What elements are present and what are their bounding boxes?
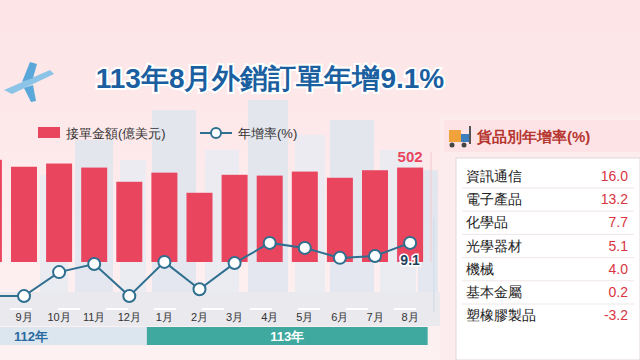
legend-swatch (38, 127, 60, 138)
table-title: 貨品別年增率(%) (476, 128, 590, 146)
x-tick-label: 4月 (261, 311, 278, 323)
table-cell: 資訊通信 (466, 168, 522, 184)
background (0, 0, 640, 360)
line-marker (123, 290, 135, 302)
row-separator (462, 211, 634, 212)
bar (0, 160, 2, 262)
row-separator (462, 188, 634, 189)
road-stripe (106, 308, 128, 310)
period-label: 112年 (14, 329, 48, 344)
line-marker (369, 250, 381, 262)
line-marker (18, 290, 30, 302)
table-cell: 4.0 (609, 261, 629, 277)
x-tick-label: 12月 (118, 311, 141, 323)
road-stripe (298, 308, 320, 310)
table-box (456, 158, 640, 360)
y2-axis-line (434, 217, 435, 312)
legend-label: 接單金額(億美元) (66, 126, 166, 141)
bars (0, 160, 423, 262)
x-tick-label: 10月 (47, 311, 70, 323)
icon (450, 143, 455, 148)
road (0, 292, 440, 326)
line-marker (299, 242, 311, 254)
x-tick-label: 6月 (331, 311, 348, 323)
bar (81, 168, 107, 262)
x-tick-label: 3月 (226, 311, 243, 323)
icon (449, 130, 461, 142)
table-cell: 基本金屬 (466, 284, 522, 300)
table-cell: -3.2 (604, 307, 628, 323)
icon (461, 134, 469, 142)
row-separator (462, 257, 634, 258)
bar (397, 168, 423, 262)
airplane-wing (22, 62, 37, 82)
table-cell: 電子產品 (466, 191, 522, 207)
bar (151, 173, 177, 262)
line-marker (334, 252, 346, 264)
road-stripe (10, 308, 32, 310)
panel (440, 116, 640, 360)
period-band (147, 327, 428, 345)
road-stripe (154, 308, 176, 310)
title: 113年8月外銷訂單年增9.1% (96, 63, 445, 94)
data-label: 9.1 (400, 252, 420, 268)
table-cell: 13.2 (601, 191, 628, 207)
x-tick-label: 9月 (15, 311, 32, 323)
panel-header (444, 120, 640, 152)
period-band (0, 327, 147, 345)
road-stripe (346, 308, 368, 310)
bar (292, 172, 318, 262)
line-marker (53, 266, 65, 278)
bar (187, 193, 213, 262)
line-series (0, 237, 416, 302)
icon (462, 143, 467, 148)
bar (116, 182, 142, 262)
data-label: 502 (398, 148, 423, 165)
line (0, 243, 410, 296)
table-cell: 5.1 (609, 238, 629, 254)
table-cell: 7.7 (609, 214, 629, 230)
table-cell: 化學品 (466, 214, 508, 230)
x-tick-label: 11月 (83, 311, 105, 323)
row-separator (462, 280, 634, 281)
airplane-wing (24, 85, 36, 102)
line-marker (158, 256, 170, 268)
bar (327, 178, 353, 262)
road-stripe (394, 308, 416, 310)
line-marker (264, 237, 276, 249)
row-separator (462, 304, 634, 305)
bar (362, 170, 388, 262)
x-tick-label: 5月 (296, 311, 313, 323)
icon (469, 126, 471, 144)
road-stripe (58, 308, 80, 310)
line-marker (88, 258, 100, 270)
bar (11, 167, 37, 262)
chart: 113年8月外銷訂單年增9.1% 接單金額(億美元) 年增率(%) 112年 113年 9… (0, 0, 640, 360)
legend-label: 年增率(%) (238, 126, 297, 141)
y-axis-line (431, 152, 432, 262)
table-cell: 塑橡膠製品 (466, 307, 536, 323)
x-tick-label: 2月 (191, 311, 208, 323)
x-tick-label: 1月 (156, 311, 173, 323)
x-tick-label: 7月 (366, 311, 383, 323)
period-label: 113年 (270, 329, 304, 344)
road-stripe (250, 308, 272, 310)
x-tick-label: 8月 (402, 311, 419, 323)
table-cell: 光學器材 (466, 238, 522, 254)
line-marker (194, 283, 206, 295)
legend-marker (211, 128, 221, 138)
bar (222, 175, 248, 262)
table-cell: 16.0 (601, 168, 628, 184)
road-stripe (202, 308, 224, 310)
row-separator (462, 234, 634, 235)
line-marker (404, 237, 416, 249)
table-cell: 機械 (466, 261, 494, 277)
bar (46, 164, 72, 262)
line-marker (229, 257, 241, 269)
table-cell: 0.2 (609, 284, 629, 300)
